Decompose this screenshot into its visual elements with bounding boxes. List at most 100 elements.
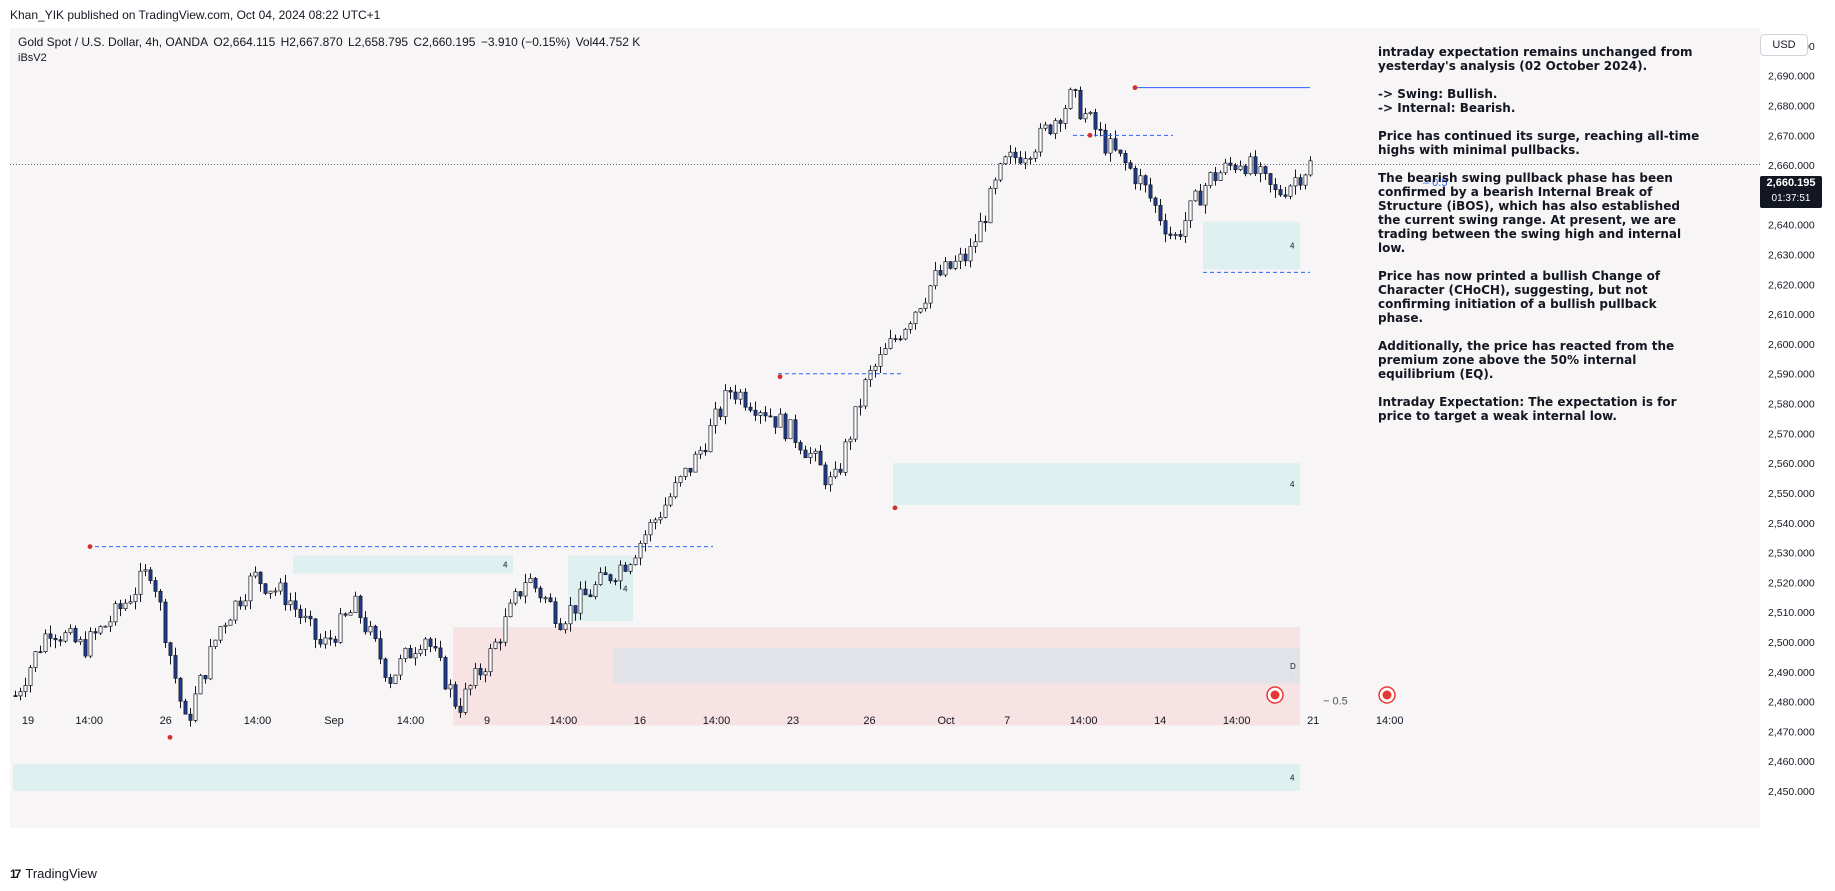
zone-label: 4 <box>1290 242 1295 251</box>
candle-body <box>173 655 178 679</box>
candle-body <box>533 578 538 589</box>
candle-body <box>1233 165 1238 171</box>
candle-body <box>483 671 488 676</box>
candle-body <box>938 270 943 276</box>
candle-body <box>273 590 278 593</box>
candle-body <box>878 354 883 367</box>
candle-body <box>98 626 103 634</box>
candle-body <box>598 572 603 585</box>
candle-body <box>1018 157 1023 164</box>
candle-body <box>728 389 733 393</box>
candle-body <box>23 685 28 693</box>
ohlc-open: O2,664.115 <box>213 35 276 49</box>
candle-body <box>1298 177 1303 186</box>
candle-body <box>73 627 78 643</box>
indicator-label[interactable]: iBsV2 <box>18 52 47 64</box>
x-tick-label: 14:00 <box>1070 715 1098 727</box>
candle-body <box>263 583 268 594</box>
candle-body <box>833 468 838 478</box>
candle-body <box>1073 89 1078 91</box>
candle-body <box>908 323 913 330</box>
chart-panel[interactable]: 444D444− 0.5– 0.51914:002614:00Sep14:009… <box>10 28 1760 828</box>
price-axis-svg: 2,450.000 2,460.000 2,470.000 2,480.000 2,49… <box>1768 41 1815 798</box>
candle-body <box>488 648 493 673</box>
chart-svg[interactable]: 444D444− 0.5– 0.51914:002614:00Sep14:009… <box>10 28 1760 828</box>
tradingview-logo[interactable]: 17 TradingView <box>10 866 97 881</box>
candle-body <box>1178 234 1183 237</box>
candle-body <box>1203 185 1208 206</box>
candle-body <box>558 623 563 630</box>
currency-button[interactable]: USD <box>1760 34 1808 56</box>
price-axis[interactable]: 2,450.000 2,460.000 2,470.000 2,480.000 2,49… <box>1760 28 1835 828</box>
candle-body <box>1128 162 1133 169</box>
candle-body <box>653 519 658 523</box>
candle-body <box>1278 189 1283 196</box>
candle-body <box>418 649 423 655</box>
candle-body <box>1103 129 1108 154</box>
candle-body <box>28 667 33 686</box>
candle-body <box>153 580 158 592</box>
zone-label: 4 <box>1290 774 1295 783</box>
candle-body <box>128 601 133 604</box>
candle-body <box>1048 124 1053 135</box>
candle-body <box>523 582 528 597</box>
candle-body <box>713 408 718 426</box>
candle-body <box>1058 120 1063 124</box>
y-tick-label: 2,600.000 <box>1768 339 1815 351</box>
y-tick-label: 2,480.000 <box>1768 697 1815 709</box>
candle-body <box>463 688 468 713</box>
candle-body <box>1028 157 1033 160</box>
candle-body <box>168 642 173 656</box>
candle-body <box>388 677 393 684</box>
candle-body <box>1248 156 1253 175</box>
y-tick-label: 2,530.000 <box>1768 548 1815 560</box>
candle-body <box>1008 151 1013 158</box>
candle-body <box>408 648 413 659</box>
candle-body <box>758 412 763 416</box>
zone-label: 4 <box>1290 480 1295 489</box>
candle-body <box>43 633 48 653</box>
candle-body <box>723 389 728 417</box>
candle-body <box>58 639 63 642</box>
candle-body <box>33 651 38 668</box>
y-tick-label: 2,460.000 <box>1768 756 1815 768</box>
symbol-legend[interactable]: Gold Spot / U.S. Dollar, 4h, OANDA O2,66… <box>18 35 642 49</box>
candle-body <box>178 677 183 702</box>
y-tick-label: 2,540.000 <box>1768 518 1815 530</box>
candle-body <box>1088 112 1093 114</box>
symbol-name[interactable]: Gold Spot / U.S. Dollar, 4h, OANDA <box>18 35 209 49</box>
candle-body <box>243 600 248 607</box>
candle-body <box>913 311 918 325</box>
candle-body <box>238 600 243 607</box>
candle-body <box>793 419 798 443</box>
candle-body <box>1253 156 1258 174</box>
candle-body <box>1288 185 1293 197</box>
candle-body <box>963 253 968 262</box>
candle-body <box>563 623 568 630</box>
candle-body <box>663 504 668 518</box>
candle-body <box>743 391 748 408</box>
swing-point <box>87 544 93 550</box>
candle-body <box>78 639 83 643</box>
candle-body <box>283 582 288 606</box>
candle-body <box>1013 151 1018 158</box>
candle-body <box>648 521 653 536</box>
candle-body <box>688 467 693 473</box>
candle-body <box>1303 174 1308 186</box>
candle-body <box>393 674 398 684</box>
candle-body <box>318 639 323 645</box>
candle-body <box>1143 175 1148 186</box>
candle-body <box>613 580 618 583</box>
publisher-text: Khan_YIK published on TradingView.com, O… <box>10 8 381 22</box>
candle-body <box>518 591 523 597</box>
candle-body <box>998 163 1003 181</box>
candle-body <box>478 667 483 676</box>
candle-body <box>828 476 833 486</box>
candle-body <box>603 572 608 576</box>
candle-body <box>733 391 738 400</box>
analysis-paragraph: Price has continued its surge, reaching … <box>1378 129 1700 157</box>
candle-body <box>553 601 558 624</box>
bar-countdown: 01:37:51 <box>1771 193 1811 204</box>
candle-body <box>588 594 593 598</box>
candle-body <box>883 348 888 355</box>
